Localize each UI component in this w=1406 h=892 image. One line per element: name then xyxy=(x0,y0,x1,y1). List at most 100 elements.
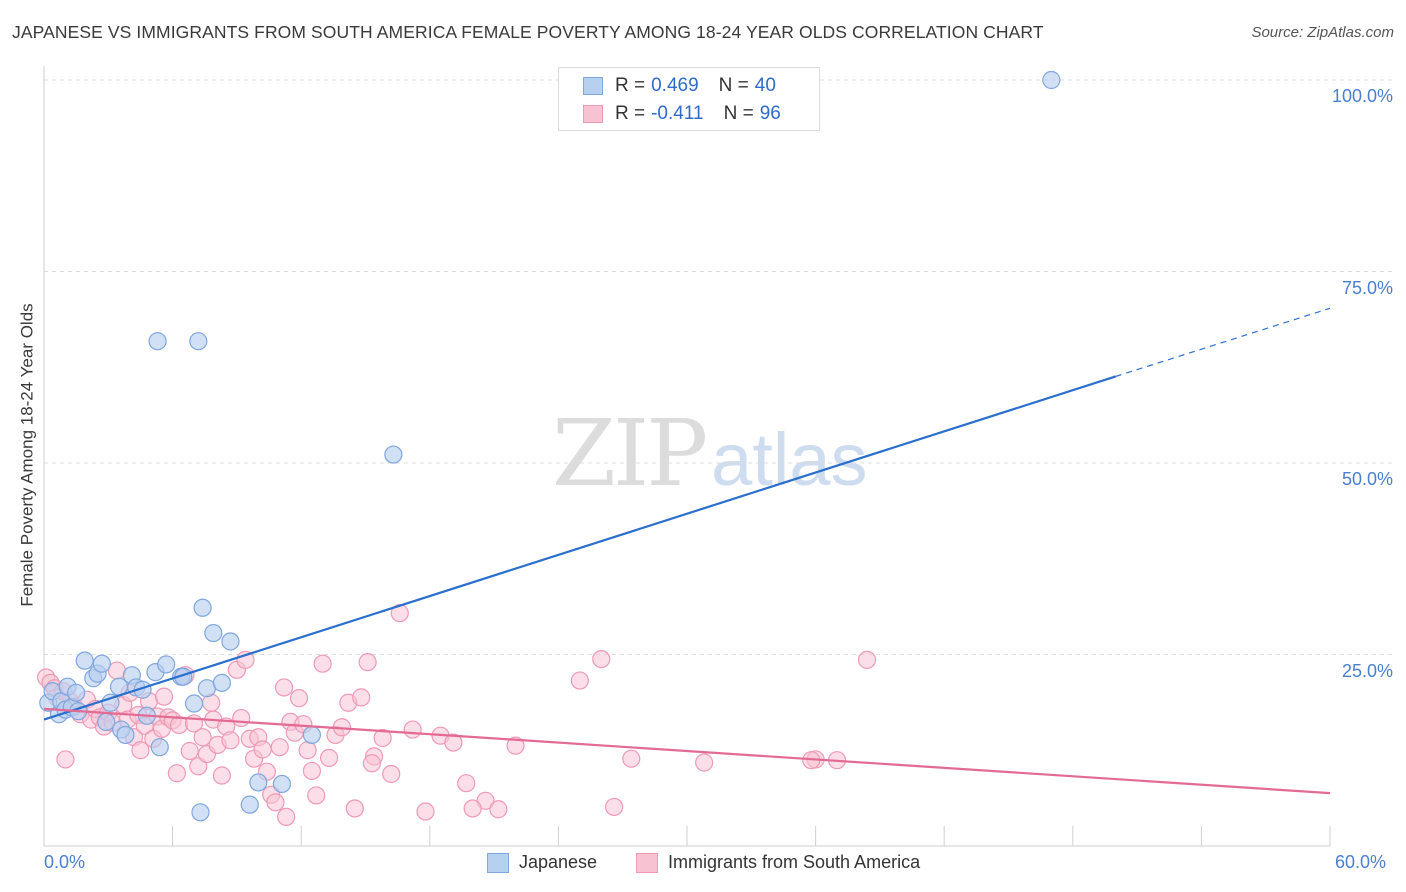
point-immigrants-south-america xyxy=(506,736,525,755)
point-immigrants-south-america xyxy=(277,807,296,826)
point-japanese xyxy=(101,693,120,712)
y-tick-label: 75.0% xyxy=(1341,277,1393,298)
trend-line-japanese-extrapolated xyxy=(1115,307,1331,378)
legend-item-japanese[interactable]: Japanese xyxy=(487,852,597,873)
point-japanese xyxy=(384,445,403,464)
grid-lines xyxy=(44,79,1392,655)
x-tick-min: 0.0% xyxy=(44,852,86,872)
point-japanese xyxy=(302,725,322,745)
point-immigrants-south-america xyxy=(345,799,364,818)
axes xyxy=(43,66,1331,847)
point-immigrants-south-america xyxy=(180,741,199,761)
y-tick-label: 100.0% xyxy=(1331,86,1393,106)
point-japanese xyxy=(116,725,135,745)
point-immigrants-south-america xyxy=(313,654,332,673)
point-japanese xyxy=(150,738,169,757)
point-japanese xyxy=(204,623,223,643)
chart-title: JAPANESE VS IMMIGRANTS FROM SOUTH AMERIC… xyxy=(12,22,1044,42)
point-immigrants-south-america xyxy=(154,687,174,706)
point-japanese xyxy=(191,803,210,822)
point-immigrants-south-america xyxy=(266,793,285,812)
point-japanese xyxy=(189,332,208,351)
point-immigrants-south-america xyxy=(605,797,624,817)
point-japanese xyxy=(75,651,94,670)
point-immigrants-south-america xyxy=(307,786,326,805)
point-japanese xyxy=(157,655,176,674)
legend-r-label: R = xyxy=(615,103,646,124)
point-immigrants-south-america xyxy=(463,799,482,818)
legend-n-value: 40 xyxy=(754,75,776,96)
correlation-legend: R = 0.469 N = 40 R = -0.411 N = 96 xyxy=(558,67,820,131)
point-immigrants-south-america xyxy=(193,728,212,747)
legend-swatch-south-america xyxy=(583,105,603,123)
legend-label-japanese: Japanese xyxy=(519,852,598,872)
y-tick-label: 25.0% xyxy=(1341,660,1393,681)
legend-row-south-america: R = -0.411 N = 96 xyxy=(583,101,781,127)
y-axis-label-container: Female Poverty Among 18-24 Year Olds xyxy=(0,280,56,630)
point-japanese xyxy=(67,683,86,702)
point-japanese xyxy=(193,598,212,617)
point-immigrants-south-america xyxy=(457,774,476,793)
trend-lines xyxy=(43,307,1331,795)
watermark: ZIPatlas xyxy=(552,400,867,507)
legend-label-south-america: Immigrants from South America xyxy=(668,852,921,872)
trend-line-japanese xyxy=(43,375,1117,721)
point-immigrants-south-america xyxy=(416,802,435,821)
legend-n-label: N = xyxy=(718,75,749,96)
y-tick-label: 50.0% xyxy=(1341,469,1393,489)
point-immigrants-south-america xyxy=(56,750,75,769)
point-immigrants-south-america xyxy=(167,764,186,783)
trend-line-south-america xyxy=(43,707,1331,795)
point-immigrants-south-america xyxy=(403,720,422,739)
point-japanese xyxy=(97,712,116,732)
legend-swatch-south-america xyxy=(636,852,658,873)
y-axis-label: Female Poverty Among 18-24 Year Olds xyxy=(18,303,37,607)
watermark-zip: ZIP xyxy=(552,400,708,507)
series-immigrants-south-america xyxy=(37,604,877,826)
watermark-atlas: atlas xyxy=(711,418,868,501)
point-japanese xyxy=(272,774,292,794)
legend-item-south-america[interactable]: Immigrants from South America xyxy=(636,852,920,873)
point-immigrants-south-america xyxy=(570,671,589,690)
series-japanese xyxy=(39,70,1061,822)
point-immigrants-south-america xyxy=(695,753,714,772)
point-immigrants-south-america xyxy=(221,731,240,750)
point-immigrants-south-america xyxy=(319,748,339,768)
point-japanese xyxy=(184,694,204,713)
point-immigrants-south-america xyxy=(352,688,371,707)
point-immigrants-south-america xyxy=(270,738,289,757)
point-immigrants-south-america xyxy=(358,653,377,672)
point-immigrants-south-america xyxy=(622,749,641,768)
point-immigrants-south-america xyxy=(107,661,126,680)
legend-n-label: N = xyxy=(723,103,754,124)
point-japanese xyxy=(148,332,167,351)
point-japanese xyxy=(221,632,240,651)
series-legend: Japanese Immigrants from South America xyxy=(0,852,1406,878)
legend-swatch-japanese xyxy=(583,77,603,95)
point-immigrants-south-america xyxy=(212,766,231,785)
legend-row-japanese: R = 0.469 N = 40 xyxy=(583,73,776,99)
x-tick-max: 60.0% xyxy=(1335,852,1387,872)
point-japanese xyxy=(212,673,231,692)
point-immigrants-south-america xyxy=(857,650,877,669)
point-japanese xyxy=(249,773,268,792)
legend-swatch-japanese xyxy=(487,852,509,873)
legend-r-label: R = xyxy=(615,75,646,96)
point-immigrants-south-america xyxy=(444,733,463,752)
point-immigrants-south-america xyxy=(382,764,401,784)
point-immigrants-south-america xyxy=(289,689,309,708)
point-immigrants-south-america xyxy=(274,678,294,697)
source-label: Source: ZipAtlas.com xyxy=(1251,24,1394,41)
point-immigrants-south-america xyxy=(298,741,317,760)
point-immigrants-south-america xyxy=(362,754,382,773)
legend-r-value: 0.469 xyxy=(651,75,699,96)
point-japanese xyxy=(92,654,111,673)
point-immigrants-south-america xyxy=(131,741,150,760)
point-japanese xyxy=(240,795,259,814)
point-immigrants-south-america xyxy=(489,800,508,819)
point-immigrants-south-america xyxy=(592,649,611,669)
legend-r-value: -0.411 xyxy=(651,103,704,124)
legend-n-value: 96 xyxy=(759,103,781,124)
point-immigrants-south-america xyxy=(373,728,392,748)
